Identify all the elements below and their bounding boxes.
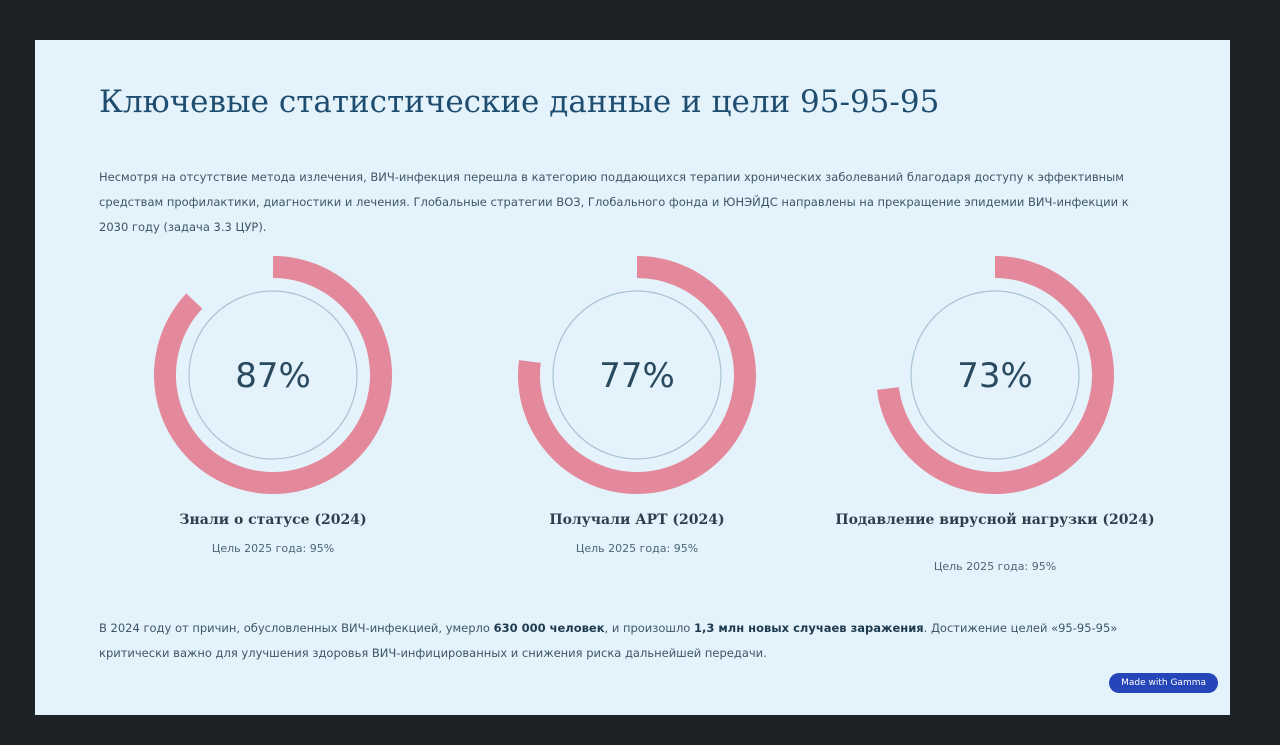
inner-circle <box>188 290 358 460</box>
ring-arc <box>518 256 756 494</box>
inner-circle <box>910 290 1080 460</box>
value-label: 77% <box>599 356 675 396</box>
chart-title: Знали о статусе (2024) <box>179 512 367 528</box>
chart-subtitle: Цель 2025 года: 95% <box>575 542 699 555</box>
value-label: 73% <box>957 356 1033 396</box>
footer-part: . Достижение целей «95-95-95» критически… <box>99 621 1118 660</box>
slide: Ключевые статистические данные и цели 95… <box>35 40 1230 715</box>
ring-chart: 77% <box>518 256 756 494</box>
chart-subtitle: Цель 2025 года: 95% <box>211 542 335 555</box>
chart-title: Подавление вирусной нагрузки (2024) <box>835 512 1155 528</box>
badge[interactable]: Made with Gamma <box>1109 673 1218 693</box>
ring-chart: 87% <box>154 256 392 494</box>
chart: 73% Подавление вирусной нагрузки (2024) Це… <box>815 250 1175 590</box>
footer-part: В 2024 году от причин, обусловленных ВИЧ… <box>99 621 494 635</box>
intro-text: Несмотря на отсутствие метода излечения,… <box>99 170 1129 234</box>
chart: 77% Получали АРТ (2024) Цель 2025 года: 95… <box>457 250 817 590</box>
ring-arc <box>154 256 392 494</box>
footer-text: В 2024 году от причин, обусловленных ВИЧ… <box>99 616 1179 666</box>
footer-highlight: 630 000 человек <box>493 621 605 635</box>
ring-arc <box>876 256 1114 494</box>
chart-subtitle: Цель 2025 года: 95% <box>933 560 1057 573</box>
footer-highlight: 1,3 млн новых случаев заражения <box>694 621 924 635</box>
chart: 87% Знали о статусе (2024) Цель 2025 года:… <box>93 250 453 590</box>
chart-title: Получали АРТ (2024) <box>549 512 725 528</box>
ring-chart: 73% <box>876 256 1114 494</box>
footer-part: , и произошло <box>604 621 694 635</box>
value-label: 87% <box>235 356 311 396</box>
inner-circle <box>552 290 722 460</box>
slide-title: Ключевые статистические данные и цели 95… <box>99 84 940 120</box>
